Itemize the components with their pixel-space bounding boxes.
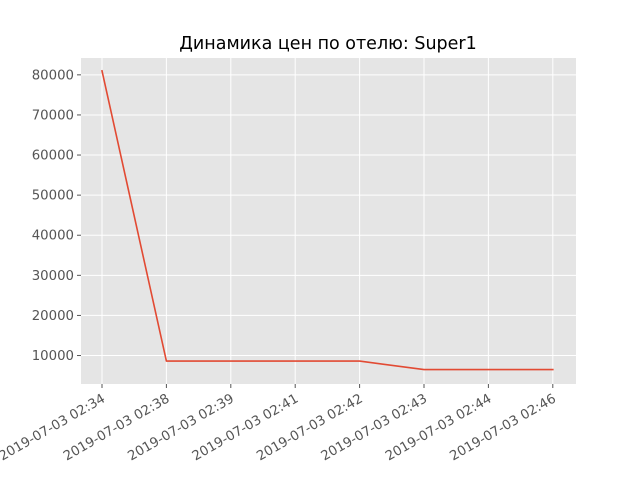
x-tick-label: 2019-07-03 02:42 [254,391,365,464]
x-tick-label: 2019-07-03 02:38 [61,391,172,464]
series-line-0 [101,69,554,371]
y-tick-label: 30000 [32,269,74,284]
x-tick-label: 2019-07-03 02:43 [319,391,430,464]
y-tick-label: 10000 [32,349,74,364]
x-tick-label: 2019-07-03 02:39 [126,391,237,464]
plot-area: 10000 20000 30000 40000 50000 60000 70000 80000… [0,58,576,464]
x-tick-label: 2019-07-03 02:41 [190,391,301,464]
y-tick-label: 60000 [32,149,74,164]
chart-title: Динамика цен по отелю: Super1 [179,34,476,54]
x-tick-label: 2019-07-03 02:44 [383,391,494,464]
y-tick-label: 40000 [32,229,74,244]
y-tick-label: 20000 [32,309,74,324]
y-tick-label: 70000 [32,108,74,123]
y-tick-label: 80000 [32,68,74,83]
y-tick-label: 50000 [32,189,74,204]
x-tick-label: 2019-07-03 02:46 [448,391,559,464]
plot-background [81,58,576,384]
x-tick-label: 2019-07-03 02:34 [0,391,108,464]
